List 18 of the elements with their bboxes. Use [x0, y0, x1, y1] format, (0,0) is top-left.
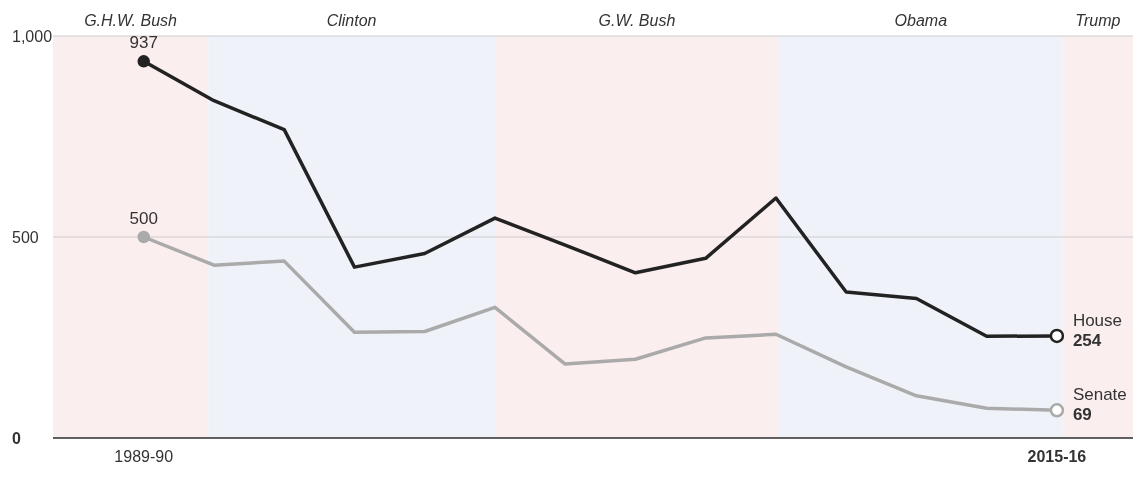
band-label: G.H.W. Bush [84, 12, 178, 29]
point [137, 55, 150, 68]
point [137, 230, 150, 244]
band-label: Obama [894, 12, 948, 29]
y-tick-label: 0 [12, 430, 21, 447]
series-label: House [1072, 310, 1123, 330]
band-label: G.W. Bush [598, 12, 676, 29]
y-tick-label: 500 [12, 229, 39, 246]
data-label: 500 [129, 209, 158, 228]
band-label: Trump [1075, 12, 1121, 29]
y-tick-label: 1,000 [12, 28, 53, 45]
x-tick-label: 2015-16 [1027, 448, 1087, 465]
x-tick-label: 1989-90 [114, 448, 174, 465]
series-label: Senate [1072, 385, 1127, 405]
data-label: 937 [129, 33, 158, 53]
data-label: 69 [1072, 405, 1092, 425]
data-label: 254 [1072, 330, 1102, 350]
band-label: Clinton [326, 12, 377, 29]
